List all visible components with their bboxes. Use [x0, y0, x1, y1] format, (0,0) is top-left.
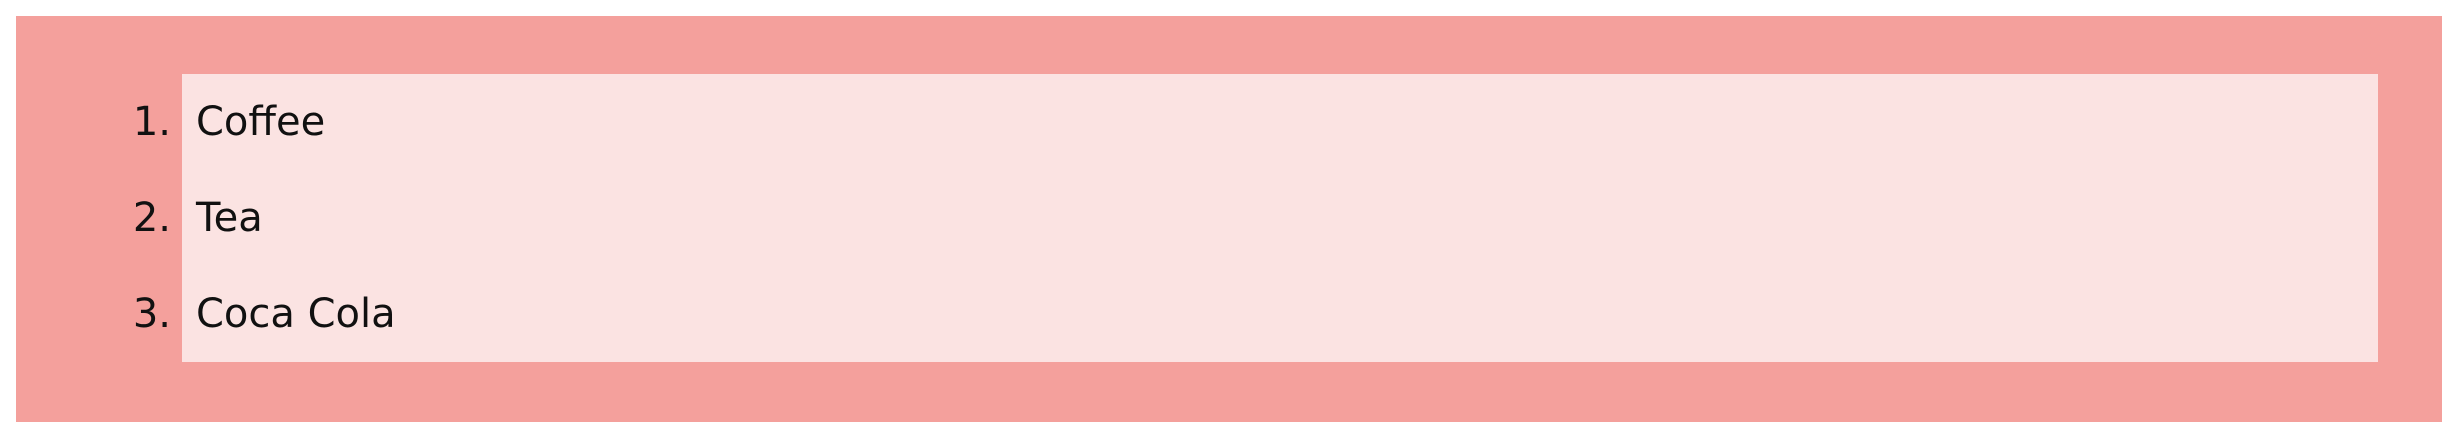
list-item-label: Coca Cola — [196, 291, 396, 337]
list-item-label: Tea — [196, 195, 263, 241]
list-item-number: 3. — [132, 291, 171, 337]
list-item: 3. Coca Cola — [133, 266, 2378, 362]
list-item-number: 1. — [132, 99, 171, 145]
list-item: 1. Coffee — [133, 74, 2378, 170]
ordered-list-container: 1. Coffee 2. Tea 3. Coca Cola — [16, 16, 2442, 422]
list-item-label: Coffee — [196, 99, 326, 145]
list-item-number: 2. — [132, 195, 171, 241]
ordered-list: 1. Coffee 2. Tea 3. Coca Cola — [133, 74, 2378, 362]
list-item: 2. Tea — [133, 170, 2378, 266]
